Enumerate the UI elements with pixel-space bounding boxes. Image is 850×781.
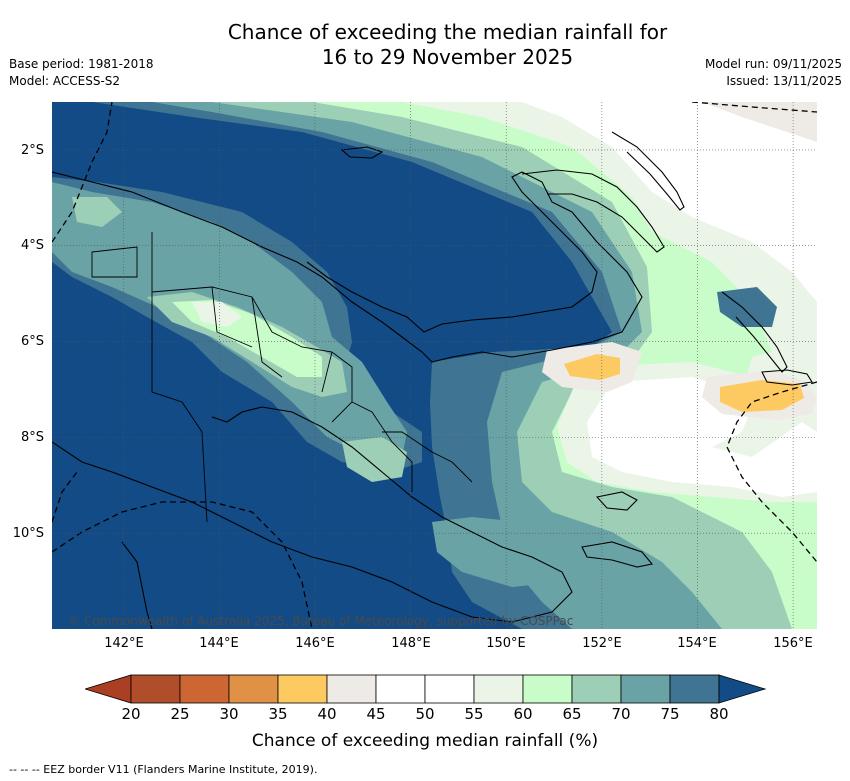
colorbar-tick-55: 55 xyxy=(464,705,484,723)
lon-tick-154e: 154°E xyxy=(677,636,717,651)
probability-45-zone-2 xyxy=(522,102,817,302)
lat-tick-6s: 6°S xyxy=(20,334,44,349)
colorbar-cell-45 xyxy=(375,674,426,704)
colorbar-tick-35: 35 xyxy=(268,705,288,723)
colorbar-tick-70: 70 xyxy=(611,705,631,723)
colorbar-tick-25: 25 xyxy=(170,705,190,723)
lat-tick-8s: 8°S xyxy=(20,430,44,445)
eez-border-northeast xyxy=(691,102,817,113)
colorbar-tick-20: 20 xyxy=(121,705,141,723)
colorbar-cell-20 xyxy=(130,674,181,704)
colorbar-tick-75: 75 xyxy=(660,705,680,723)
eez-legend-footer: -- -- -- EEZ border V11 (Flanders Marine… xyxy=(9,763,318,776)
lon-tick-152e: 152°E xyxy=(582,636,622,651)
map-title: Chance of exceeding the median rainfall … xyxy=(0,20,850,70)
model-name: Model: ACCESS-S2 xyxy=(9,74,121,88)
eez-border-southwest xyxy=(52,501,313,629)
australia-cape-york-coastline xyxy=(121,541,153,629)
lon-tick-142e: 142°E xyxy=(104,636,144,651)
colorbar-tick-80: 80 xyxy=(709,705,729,723)
colorbar-cell-55 xyxy=(473,674,524,704)
colorbar xyxy=(85,674,767,704)
eez-border-west xyxy=(52,471,78,523)
colorbar-tick-45: 45 xyxy=(366,705,386,723)
louisiade-islands-coastline xyxy=(581,541,654,568)
colorbar-cell-60 xyxy=(522,674,573,704)
probability-35-zone xyxy=(564,354,620,380)
indonesia-png-border xyxy=(151,232,208,523)
manus-coastline xyxy=(340,146,384,159)
colorbar-label: Chance of exceeding median rainfall (%) xyxy=(251,731,599,751)
colorbar-tick-50: 50 xyxy=(415,705,435,723)
colorbar-cell-65 xyxy=(571,674,622,704)
colorbar-tick-65: 65 xyxy=(562,705,582,723)
new-ireland-coastline xyxy=(611,131,685,211)
gulf-65-zone xyxy=(342,437,407,482)
eez-border-east xyxy=(726,381,817,563)
eez-borders xyxy=(52,102,817,629)
guadalcanal-coastline xyxy=(761,369,813,386)
probability-field-west xyxy=(52,177,592,587)
lon-tick-144e: 144°E xyxy=(199,636,239,651)
highlands-55-zone xyxy=(192,302,242,327)
probability-45-zone xyxy=(587,377,817,497)
colorbar-tick-40: 40 xyxy=(317,705,337,723)
lon-tick-150e: 150°E xyxy=(486,636,526,651)
issued-date: Issued: 13/11/2025 xyxy=(726,74,842,88)
probability-40-zone-3 xyxy=(702,102,817,142)
colorbar-tick-30: 30 xyxy=(219,705,239,723)
colorbar-cell-25 xyxy=(179,674,230,704)
eez-border-north xyxy=(52,102,113,243)
title-line-2: 16 to 29 November 2025 xyxy=(321,45,574,69)
lat-tick-4s: 4°S xyxy=(20,238,44,253)
dentrecasteaux-coastline xyxy=(595,491,638,511)
rainfall-map xyxy=(52,102,817,629)
lat-tick-2s: 2°S xyxy=(20,143,44,158)
probability-35-zone-2 xyxy=(720,380,804,412)
colorbar-cell-70 xyxy=(620,674,671,704)
colorbar-cell-75 xyxy=(669,674,720,704)
colorbar-cell-30 xyxy=(228,674,279,704)
colorbar-cell-40 xyxy=(326,674,377,704)
colorbar-extend-high xyxy=(718,674,767,704)
lat-tick-10s: 10°S xyxy=(12,526,44,541)
province-borders xyxy=(91,232,473,523)
lon-tick-146e: 146°E xyxy=(295,636,335,651)
colorbar-tick-60: 60 xyxy=(513,705,533,723)
west-65-zone xyxy=(72,197,122,227)
new-guinea-coastline xyxy=(52,171,643,623)
copyright-notice: © Commonwealth of Australia 2025, Bureau… xyxy=(68,614,574,628)
south-coast-70-zone xyxy=(432,517,592,587)
probability-field-east xyxy=(92,102,817,629)
coastlines xyxy=(52,131,813,629)
map-gridlines xyxy=(52,102,817,629)
colorbar-extend-low xyxy=(85,674,132,704)
base-period-info: Base period: 1981-2018 Model: ACCESS-S2 xyxy=(9,56,154,90)
title-line-1: Chance of exceeding the median rainfall … xyxy=(227,20,668,44)
new-britain-coastline xyxy=(521,169,665,253)
model-run-date: Model run: 09/11/2025 xyxy=(704,57,842,71)
base-period: Base period: 1981-2018 xyxy=(9,57,154,71)
probability-75-pocket-east xyxy=(717,287,777,327)
colorbar-cell-35 xyxy=(277,674,328,704)
lon-tick-148e: 148°E xyxy=(391,636,431,651)
lon-tick-156e: 156°E xyxy=(773,636,813,651)
bougainville-coastline xyxy=(721,291,788,373)
model-run-info: Model run: 09/11/2025 Issued: 13/11/2025 xyxy=(705,56,842,90)
highlands-province-borders xyxy=(91,246,473,492)
colorbar-cell-50 xyxy=(424,674,475,704)
